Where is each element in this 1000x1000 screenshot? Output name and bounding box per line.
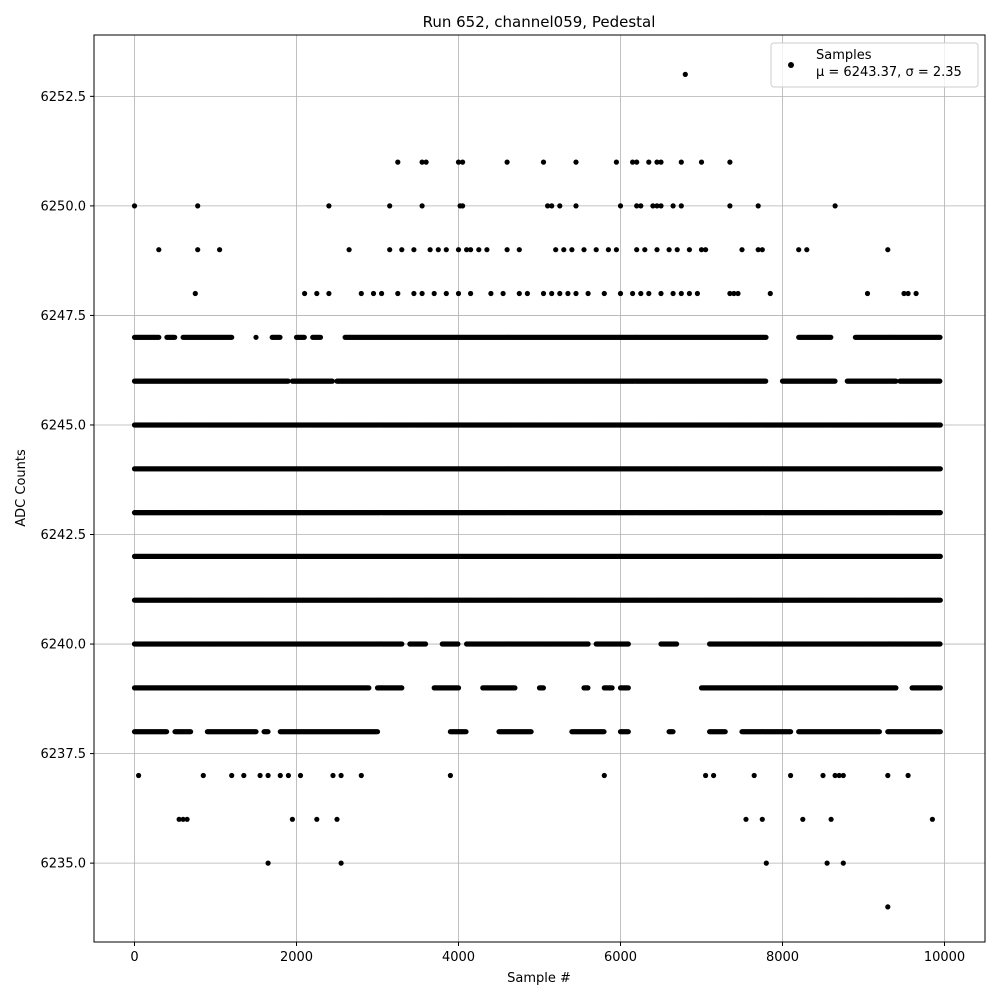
sample-point <box>832 378 838 384</box>
chart-title: Run 652, channel059, Pedestal <box>423 13 656 31</box>
sample-point <box>937 334 943 340</box>
sample-point <box>277 334 283 340</box>
sample-point <box>229 334 235 340</box>
sample-point <box>172 334 178 340</box>
sample-point <box>763 334 769 340</box>
sample-point <box>828 334 834 340</box>
sample-point <box>317 334 324 340</box>
sample-point <box>156 334 162 340</box>
data-points <box>131 71 943 910</box>
sample-point <box>301 334 307 340</box>
sample-point <box>937 378 943 384</box>
sample-point <box>937 466 943 472</box>
sample-point <box>937 509 943 516</box>
sample-point <box>763 378 769 384</box>
sample-point <box>329 378 335 384</box>
sample-point <box>285 378 291 384</box>
sample-point <box>937 553 943 560</box>
sample-point <box>253 334 259 340</box>
sample-point <box>937 422 943 428</box>
